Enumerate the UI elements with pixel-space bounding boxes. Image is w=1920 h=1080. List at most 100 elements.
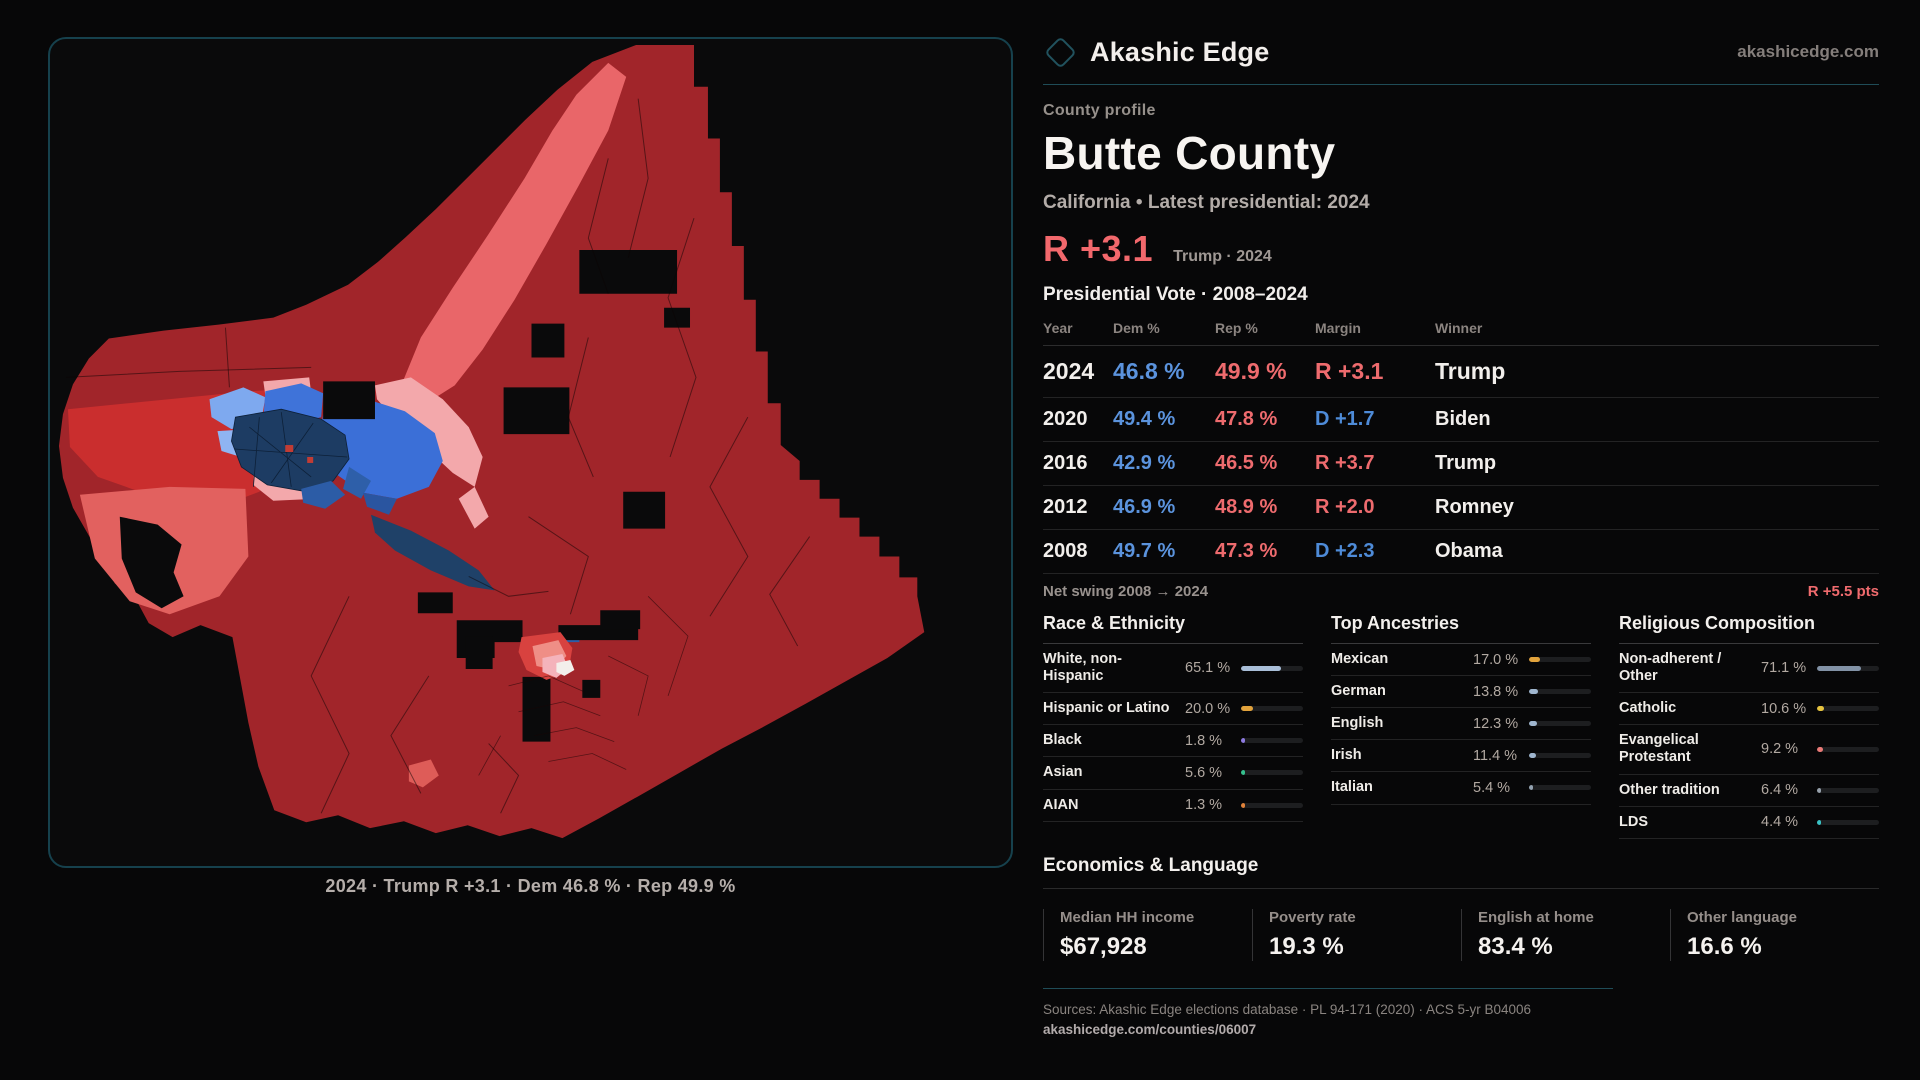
demo-bar [1817,787,1879,793]
demo-value: 20.0 % [1185,700,1231,717]
margin-cell: D +1.7 [1315,408,1375,430]
rep-cell: 47.3 % [1215,540,1278,562]
stat-value: 83.4 % [1478,932,1553,960]
demo-label: Irish [1331,747,1362,764]
list-item: English 12.3 % [1331,708,1591,741]
list-item: LDS 4.4 % [1619,807,1879,839]
demo-bar [1817,746,1879,752]
demo-label: LDS [1619,813,1648,830]
col-dem: Dem % [1113,320,1160,336]
table-row: 2016 42.9 % 46.5 % R +3.7 Trump [1043,442,1879,486]
net-swing-value: R +5.5 pts [1807,583,1879,600]
demo-value: 17.0 % [1473,651,1519,668]
eyebrow-label: County profile [1043,102,1156,119]
ancestry-heading: Top Ancestries [1331,613,1591,644]
rep-cell: 48.9 % [1215,496,1278,518]
permalink[interactable]: akashicedge.com/counties/06007 [1043,1021,1257,1037]
demo-label: English [1331,715,1384,732]
demo-label: Asian [1043,764,1083,781]
net-swing: Net swing 2008 → 2024 R +5.5 pts [1043,583,1879,600]
year-cell: 2020 [1043,408,1088,430]
winner-cell: Biden [1435,408,1491,430]
dem-cell: 42.9 % [1113,452,1176,474]
map-caption: 2024 · Trump R +3.1 · Dem 46.8 % · Rep 4… [325,876,736,896]
footer: Sources: Akashic Edge elections database… [1043,987,1879,1037]
stat-block: English at home 83.4 % [1461,908,1670,961]
stat-block: Median HH income $67,928 [1043,908,1252,961]
demo-bar [1241,706,1303,712]
col-margin: Margin [1315,320,1361,336]
demo-value: 65.1 % [1185,660,1231,677]
list-item: Evangelical Protestant 9.2 % [1619,725,1879,775]
stat-block: Other language 16.6 % [1670,908,1879,961]
list-item: Black 1.8 % [1043,725,1303,758]
demo-label: Mexican [1331,651,1389,667]
demo-label: Evangelical Protestant [1619,732,1699,766]
stat-label: English at home [1478,908,1594,926]
stat-block: Poverty rate 19.3 % [1252,908,1461,961]
list-item: Catholic 10.6 % [1619,693,1879,726]
demo-label: Other tradition [1619,781,1720,798]
list-item: Italian 5.4 % [1331,772,1591,805]
demo-value: 13.8 % [1473,683,1519,700]
year-cell: 2012 [1043,496,1088,518]
demo-bar [1529,785,1591,791]
rep-cell: 49.9 % [1215,358,1287,384]
brand-domain-link[interactable]: akashicedge.com [1737,42,1879,61]
net-swing-label: Net swing 2008 → 2024 [1043,583,1209,600]
year-cell: 2024 [1043,358,1095,384]
rep-cell: 47.8 % [1215,408,1278,430]
demo-bar [1817,706,1879,712]
race-column: Race & Ethnicity White, non-Hispanic 65.… [1043,613,1303,839]
demographics: Race & Ethnicity White, non-Hispanic 65.… [1043,613,1879,839]
demo-label: White, non-Hispanic [1043,651,1122,685]
demo-value: 1.8 % [1185,732,1223,749]
vote-table: Year Dem % Rep % Margin Winner 2024 46.8… [1043,316,1879,574]
margin-cell: R +3.1 [1315,358,1384,384]
vote-table-header: Year Dem % Rep % Margin Winner [1043,316,1879,346]
dem-cell: 49.4 % [1113,408,1176,430]
map-precinct-borders [65,98,811,814]
demo-bar [1529,657,1591,663]
dem-cell: 49.7 % [1113,540,1176,562]
demo-label: Black [1043,732,1082,749]
profile-panel: Akashic Edge akashicedge.com County prof… [1043,30,1879,1037]
sources-text: Sources: Akashic Edge elections database… [1043,1001,1532,1017]
col-winner: Winner [1435,320,1483,336]
table-row: 2008 49.7 % 47.3 % D +2.3 Obama [1043,530,1879,574]
map-oroville-detail [518,632,575,680]
race-heading: Race & Ethnicity [1043,613,1303,644]
list-item: Irish 11.4 % [1331,740,1591,773]
demo-value: 12.3 % [1473,715,1519,732]
precinct-map-svg [58,44,925,839]
latest-margin: R +3.1 Trump · 2024 [1043,228,1879,270]
list-item: Non-adherent / Other 71.1 % [1619,644,1879,694]
ancestry-column: Top Ancestries Mexican 17.0 % German 13.… [1331,613,1591,839]
demo-value: 71.1 % [1761,660,1807,677]
list-item: Mexican 17.0 % [1331,644,1591,677]
map-regions-dem [209,383,580,643]
demo-value: 6.4 % [1761,782,1799,799]
winner-cell: Trump [1435,358,1506,384]
demo-value: 11.4 % [1473,747,1518,764]
demo-value: 10.6 % [1761,700,1807,717]
demo-label: Non-adherent / Other [1619,651,1722,685]
demo-bar [1241,665,1303,671]
rep-cell: 46.5 % [1215,452,1278,474]
margin-cell: D +2.3 [1315,540,1375,562]
religion-column: Religious Composition Non-adherent / Oth… [1619,613,1879,839]
map-precinct-borders-dense [478,596,689,776]
religion-heading: Religious Composition [1619,613,1879,644]
brand-name: Akashic Edge [1090,36,1270,67]
list-item: White, non-Hispanic 65.1 % [1043,644,1303,694]
demo-label: Catholic [1619,700,1677,717]
stat-label: Median HH income [1060,908,1195,926]
demo-bar [1817,665,1879,671]
col-year: Year [1043,320,1073,336]
margin-cell: R +3.7 [1315,452,1375,474]
stat-value: 16.6 % [1687,932,1762,960]
demo-bar [1529,689,1591,695]
list-item: Hispanic or Latino 20.0 % [1043,693,1303,726]
demo-bar [1241,770,1303,776]
